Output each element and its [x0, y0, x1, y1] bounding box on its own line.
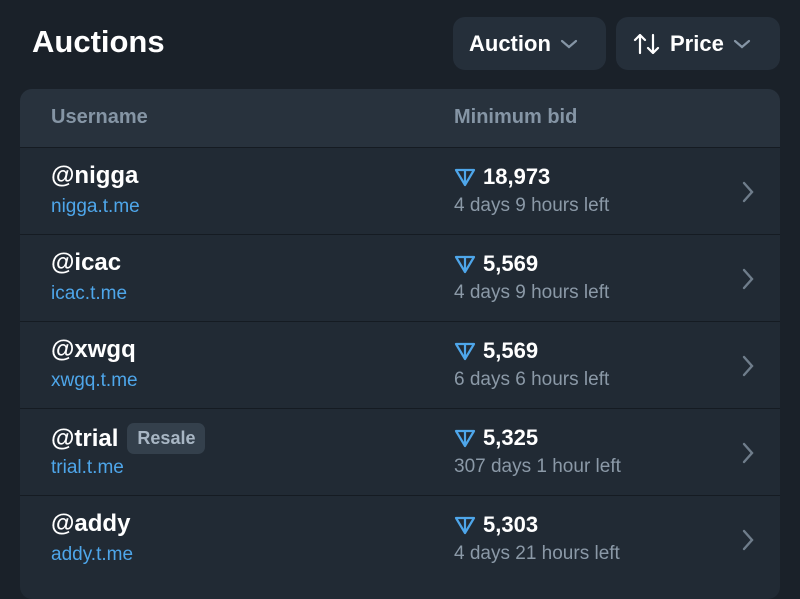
auction-row[interactable]: @trial Resale trial.t.me 5,325 307 days 1 ho… — [20, 408, 780, 495]
username-link[interactable]: addy.t.me — [51, 544, 134, 565]
minimum-bid: 5,569 — [454, 338, 538, 364]
dropdown-icon — [560, 39, 577, 48]
username-cell: @nigga — [51, 162, 138, 190]
auction-row[interactable]: @icac icac.t.me 5,569 4 days 9 hours left — [20, 234, 780, 321]
username-cell: @xwgq — [51, 336, 136, 364]
username-link[interactable]: icac.t.me — [51, 283, 128, 304]
bid-amount: 5,325 — [483, 425, 539, 450]
ton-icon — [454, 342, 476, 361]
chevron-icon — [742, 442, 754, 464]
username: @addy — [51, 510, 131, 537]
ton-icon — [454, 255, 476, 274]
auction-filter[interactable]: Auction — [453, 17, 606, 70]
minimum-bid: 5,303 — [454, 512, 538, 538]
username: @trial — [51, 424, 119, 452]
username-link[interactable]: nigga.t.me — [51, 196, 140, 217]
time-left: 4 days 21 hours left — [454, 543, 620, 564]
dropdown-icon — [733, 39, 750, 48]
username-cell: @icac — [51, 249, 121, 277]
chevron-icon — [742, 181, 754, 203]
time-left: 6 days 6 hours left — [454, 369, 610, 390]
price-sort[interactable]: Price — [616, 17, 780, 70]
time-left: 307 days 1 hour left — [454, 456, 621, 477]
auction-row[interactable]: @addy addy.t.me 5,303 4 days 21 hours left — [20, 495, 780, 582]
username: @nigga — [51, 162, 139, 189]
resale-badge: Resale — [127, 423, 206, 454]
bid-amount: 18,973 — [483, 164, 551, 189]
column-header: Username — [51, 106, 148, 128]
filter-label: Auction — [469, 30, 551, 56]
page: {"header": {"title": "Auctions", "filter… — [20, 17, 780, 599]
chevron-icon — [742, 529, 754, 551]
minimum-bid: 5,569 — [454, 251, 538, 277]
username-cell: @trial Resale — [51, 423, 206, 454]
chevron-icon — [742, 355, 754, 377]
page-title: Auctions — [32, 24, 165, 59]
minimum-bid: 5,325 — [454, 425, 538, 451]
username: @icac — [51, 249, 122, 276]
sort-icon — [633, 33, 660, 54]
username-link[interactable]: xwgq.t.me — [51, 370, 138, 391]
auction-row[interactable]: @xwgq xwgq.t.me 5,569 6 days 6 hours left — [20, 321, 780, 408]
ton-icon — [454, 516, 476, 535]
bid-amount: 5,569 — [483, 338, 539, 363]
column-header: Minimum bid — [454, 106, 578, 128]
time-left: 4 days 9 hours left — [454, 282, 610, 303]
minimum-bid: 18,973 — [454, 164, 550, 190]
auction-table: Username Minimum bid @nigga nigga.t.me 18,… — [20, 89, 780, 599]
ton-icon — [454, 429, 476, 448]
chevron-icon — [742, 268, 754, 290]
username-cell: @addy — [51, 510, 130, 538]
bid-amount: 5,569 — [483, 251, 539, 276]
auction-row[interactable]: @nigga nigga.t.me 18,973 4 days 9 hours lef… — [20, 147, 780, 234]
table-header: Username Minimum bid — [20, 89, 780, 147]
ton-icon — [454, 168, 476, 187]
username-link[interactable]: trial.t.me — [51, 457, 124, 478]
time-left: 4 days 9 hours left — [454, 195, 610, 216]
bid-amount: 5,303 — [483, 512, 539, 537]
username: @xwgq — [51, 336, 136, 363]
filter-label: Price — [670, 30, 724, 56]
